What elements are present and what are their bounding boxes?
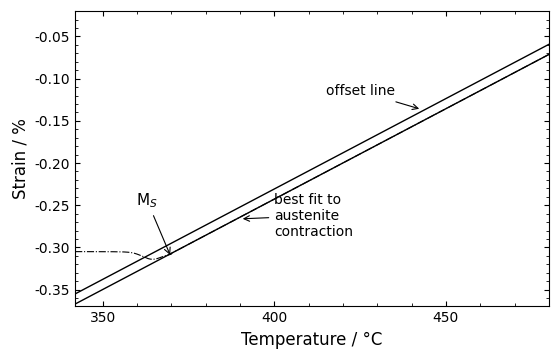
X-axis label: Temperature / °C: Temperature / °C xyxy=(241,331,382,349)
Text: best fit to
austenite
contraction: best fit to austenite contraction xyxy=(244,193,353,239)
Text: M$_S$: M$_S$ xyxy=(137,192,170,254)
Text: offset line: offset line xyxy=(326,84,418,109)
Y-axis label: Strain / %: Strain / % xyxy=(11,118,29,199)
